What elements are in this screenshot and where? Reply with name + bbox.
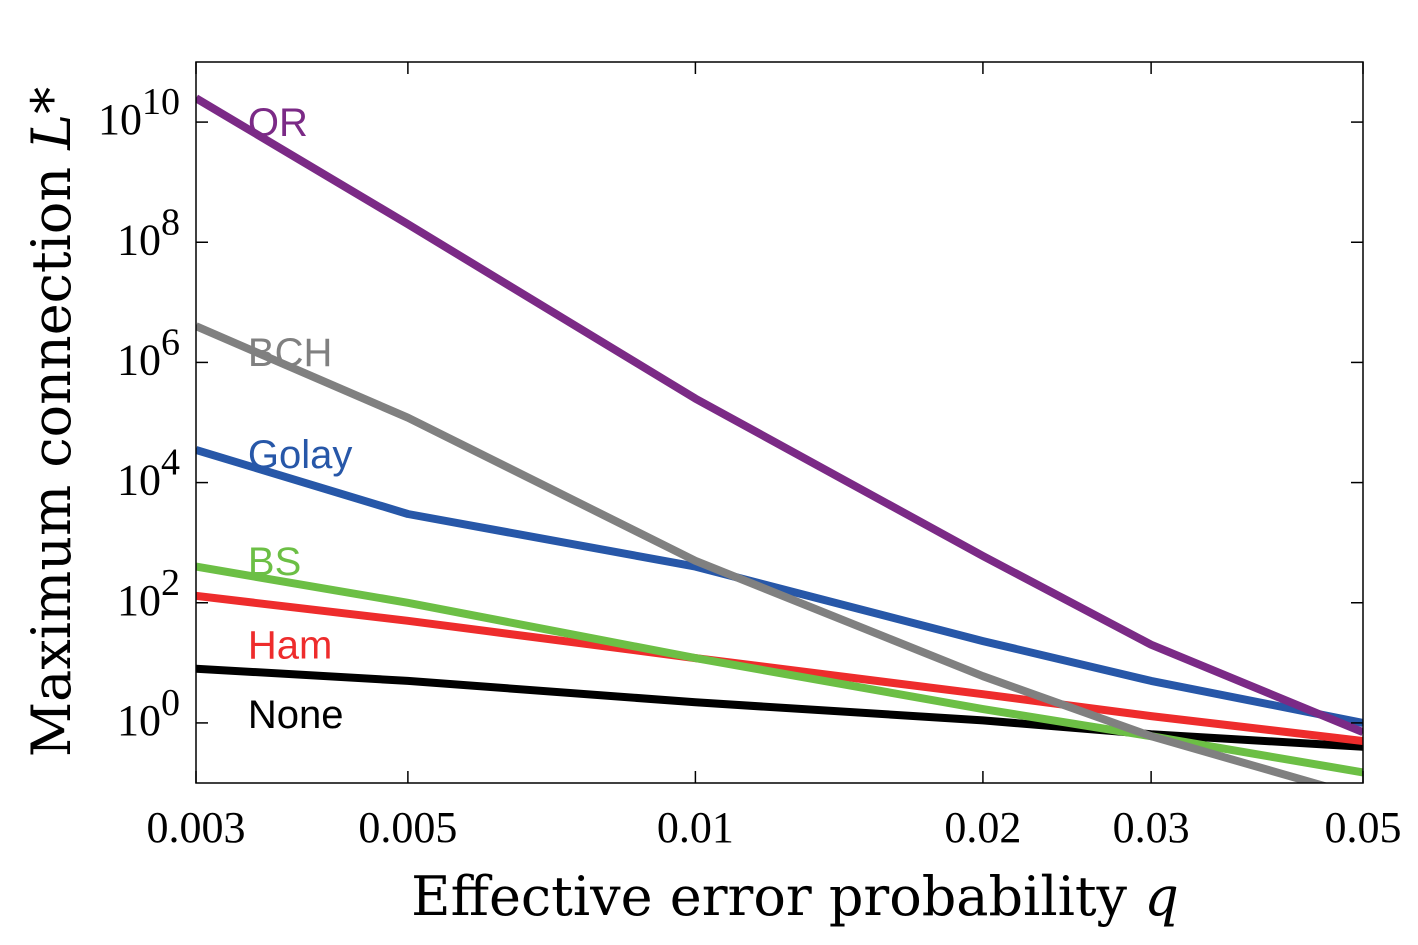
- series-label-golay: Golay: [248, 433, 353, 477]
- y-axis-variable: L*: [20, 87, 83, 151]
- series-label-qr: QR: [248, 101, 308, 145]
- series-label-bch: BCH: [248, 331, 332, 375]
- x-tick-label: 0.005: [358, 803, 457, 852]
- series-line-bch: [196, 322, 1329, 783]
- series-line-none: [196, 664, 1363, 751]
- series-line-qr: [196, 94, 1363, 736]
- y-tick-label: 106: [117, 321, 180, 384]
- series-label-bs: BS: [248, 540, 301, 584]
- y-axis: 100 102 104 106 108 1010: [98, 81, 1363, 745]
- x-axis-title-text: Effective error probability: [411, 865, 1144, 928]
- y-tick-label: 104: [117, 442, 180, 505]
- y-axis-title-text: Maximum connection: [20, 150, 83, 758]
- x-tick-label: 0.003: [147, 803, 246, 852]
- x-tick-label: 0.05: [1325, 803, 1402, 852]
- series-line-ham: [196, 591, 1363, 745]
- y-tick-label: 1010: [98, 81, 180, 144]
- series-label-none: None: [248, 693, 344, 737]
- x-axis: 0.003 0.005 0.01 0.02 0.03 0.05: [147, 62, 1402, 852]
- plot-frame: [195, 61, 1364, 784]
- x-axis-title: Effective error probability q: [411, 865, 1179, 928]
- x-tick-label: 0.01: [657, 803, 734, 852]
- y-axis-title: Maximum connection L*: [20, 87, 83, 757]
- series-line-golay: [196, 446, 1363, 727]
- x-axis-variable: q: [1144, 865, 1179, 928]
- series-layer: [196, 94, 1363, 783]
- x-tick-label: 0.02: [944, 803, 1021, 852]
- x-tick-label: 0.03: [1113, 803, 1190, 852]
- series-label-ham: Ham: [248, 624, 332, 668]
- series-labels: QR BCH Golay BS Ham None: [248, 101, 353, 737]
- y-tick-label: 108: [117, 201, 180, 264]
- y-tick-label: 102: [117, 562, 180, 625]
- y-tick-label: 100: [117, 682, 180, 745]
